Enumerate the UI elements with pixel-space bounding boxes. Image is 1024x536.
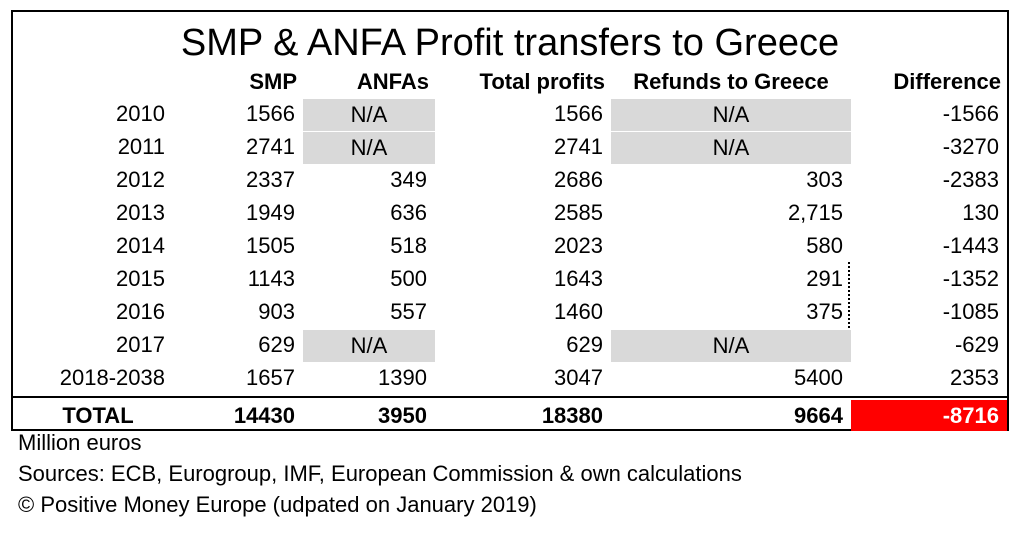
table-cell: 500 <box>390 266 427 291</box>
table-cell: 5400 <box>794 365 843 390</box>
table-cell: 903 <box>258 299 295 324</box>
table-cell: 349 <box>390 167 427 192</box>
table-cell: -1443 <box>942 233 999 258</box>
table-cell: 2018-2038 <box>59 365 165 390</box>
table-cell: 375 <box>806 299 843 324</box>
table-cell: 2013 <box>116 200 165 225</box>
table-cell: 2585 <box>554 200 603 225</box>
table-cell: -1085 <box>942 299 999 324</box>
table-cell: 2741 <box>246 134 295 159</box>
total-cell: 18380 <box>541 403 603 428</box>
dotted-divider <box>848 262 850 328</box>
table-cell: 518 <box>390 233 427 258</box>
table-cell: N/A <box>303 99 435 131</box>
table-cell: 303 <box>806 167 843 192</box>
table-cell: 2353 <box>950 365 999 390</box>
header-anfas: ANFAs <box>356 69 429 94</box>
header-refunds-to-greece: Refunds to Greece <box>633 69 829 94</box>
table-cell: N/A <box>611 99 851 131</box>
table-cell: 629 <box>566 332 603 357</box>
table-cell: 636 <box>390 200 427 225</box>
table-cell: 3047 <box>554 365 603 390</box>
table-cell: 130 <box>962 200 999 225</box>
header-difference: Difference <box>893 69 1001 94</box>
table-cell: N/A <box>611 330 851 362</box>
table-cell: 1390 <box>378 365 427 390</box>
table-cell: 1643 <box>554 266 603 291</box>
total-cell: 14430 <box>233 403 295 428</box>
table-cell: 629 <box>258 332 295 357</box>
table-cell: 1566 <box>246 101 295 126</box>
table-cell: -1566 <box>942 101 999 126</box>
copyright-note: © Positive Money Europe (udpated on Janu… <box>18 492 537 517</box>
table-cell: 557 <box>390 299 427 324</box>
header-smp: SMP <box>249 69 297 94</box>
profit-transfers-table: SMP & ANFA Profit transfers to Greece SM… <box>11 10 1009 431</box>
table-cell: 2017 <box>116 332 165 357</box>
table-cell: -2383 <box>942 167 999 192</box>
table-cell: -3270 <box>942 134 999 159</box>
table-cell: 2016 <box>116 299 165 324</box>
table-cell: 1460 <box>554 299 603 324</box>
table-cell: N/A <box>303 132 435 164</box>
table-cell: 291 <box>806 266 843 291</box>
table-cell: 1143 <box>247 266 295 291</box>
table-cell: N/A <box>611 132 851 164</box>
table-cell: -629 <box>954 332 999 357</box>
table-cell: 1949 <box>246 200 295 225</box>
table-cell: 1657 <box>246 365 295 390</box>
table-cell: 2011 <box>117 134 165 159</box>
total-cell: 3950 <box>378 403 427 428</box>
table-cell: 2014 <box>116 233 165 258</box>
header-total-profits: Total profits <box>479 69 605 94</box>
table-cell: 2012 <box>116 167 165 192</box>
table-cell: 2686 <box>554 167 603 192</box>
table-title: SMP & ANFA Profit transfers to Greece <box>180 22 840 64</box>
sources-note: Sources: ECB, Eurogroup, IMF, European C… <box>18 461 742 486</box>
total-separator-line <box>13 396 1007 398</box>
table-cell: 2741 <box>554 134 603 159</box>
total-cell: -8716 <box>851 400 1007 431</box>
table-cell: 1566 <box>554 101 603 126</box>
units-note: Million euros <box>18 430 142 455</box>
table-cell: 2337 <box>246 167 295 192</box>
table-cell: -1352 <box>942 266 999 291</box>
table-cell: 2010 <box>116 101 165 126</box>
table-cell: 2,715 <box>787 200 843 225</box>
table-cell: N/A <box>303 330 435 362</box>
total-cell: 9664 <box>794 403 843 428</box>
table-cell: 2023 <box>554 233 603 258</box>
table-cell: 580 <box>806 233 843 258</box>
table-cell: 1505 <box>246 233 295 258</box>
table-cell: 2015 <box>116 266 165 291</box>
total-label: TOTAL <box>62 403 134 428</box>
